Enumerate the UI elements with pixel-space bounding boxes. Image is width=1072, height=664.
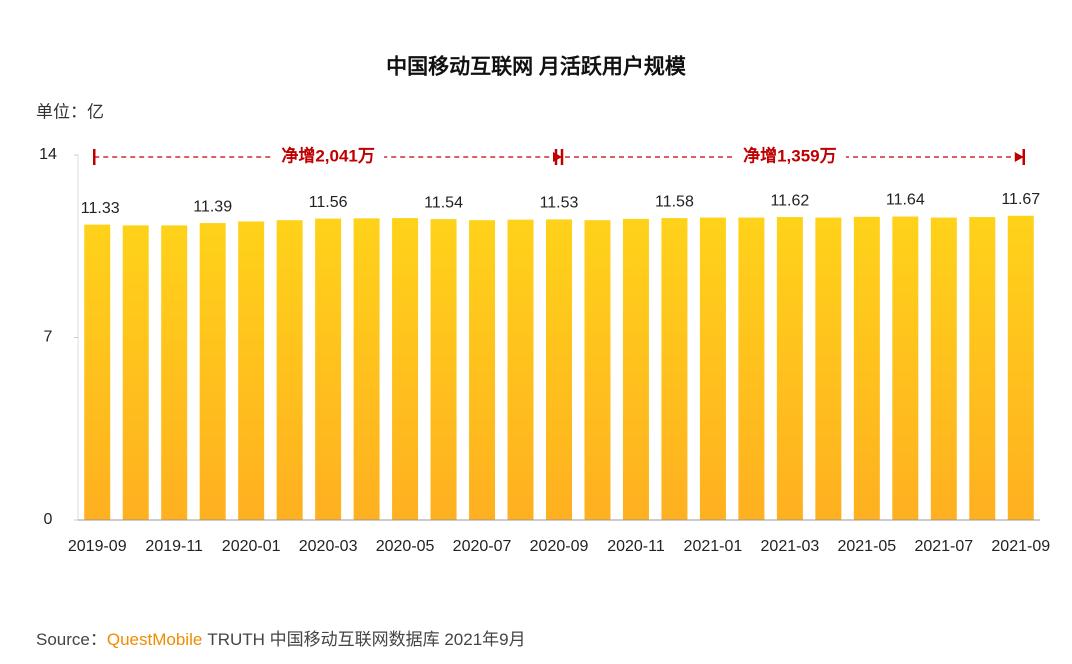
bar — [584, 220, 611, 520]
annotation-bg — [272, 145, 385, 169]
x-tick-label: 2021-01 — [684, 538, 743, 555]
x-tick-label: 2019-11 — [145, 538, 203, 555]
source-brand: QuestMobile — [107, 630, 202, 649]
unit-label: 单位：亿 — [36, 102, 104, 121]
annotation-text: 净增1,359万 — [743, 145, 837, 165]
annotation-bg — [733, 145, 846, 169]
x-tick-label: 2019-09 — [68, 538, 127, 555]
data-label: 11.58 — [655, 193, 694, 210]
data-label: 11.53 — [540, 195, 579, 212]
bar — [507, 219, 534, 520]
x-tick-label: 2021-03 — [761, 538, 820, 555]
bar — [815, 217, 842, 521]
annotation-arrow — [1014, 152, 1024, 162]
bar — [969, 217, 996, 521]
bar — [622, 218, 649, 520]
x-tick-label: 2021-07 — [914, 538, 973, 555]
bar — [469, 220, 496, 520]
bar — [930, 217, 957, 521]
y-tick-label: 7 — [44, 329, 53, 346]
bar — [892, 216, 919, 520]
x-tick-label: 2020-11 — [607, 538, 665, 555]
bar — [276, 220, 303, 520]
data-label: 11.62 — [770, 192, 809, 209]
x-tick-label: 2020-07 — [453, 538, 512, 555]
bar — [853, 216, 880, 520]
x-tick-label: 2021-05 — [837, 538, 896, 555]
source-prefix: Source： — [36, 630, 107, 649]
bar — [738, 217, 765, 521]
bar — [315, 218, 342, 520]
bar — [430, 219, 457, 520]
x-tick-label: 2020-09 — [530, 538, 589, 555]
x-tick-label: 2020-03 — [299, 538, 358, 555]
bar — [392, 218, 419, 521]
bar — [161, 225, 188, 520]
bar — [1007, 215, 1034, 520]
source: Source：QuestMobile TRUTH 中国移动互联网数据库 2021年… — [36, 630, 526, 649]
bar — [84, 224, 111, 520]
data-label: 11.56 — [309, 194, 348, 211]
x-tick-label: 2020-01 — [222, 538, 281, 555]
y-tick-label: 0 — [44, 511, 53, 528]
bar — [199, 223, 226, 520]
data-label: 11.33 — [81, 200, 120, 217]
annotation-text: 净增2,041万 — [281, 145, 375, 165]
bar — [661, 218, 688, 521]
bar — [776, 217, 803, 521]
bar — [122, 225, 149, 520]
data-label: 11.67 — [1001, 191, 1040, 208]
y-tick-label: 14 — [39, 146, 57, 163]
data-label: 11.64 — [886, 192, 925, 209]
data-label: 11.39 — [193, 198, 232, 215]
bar — [238, 221, 265, 520]
bar — [546, 219, 572, 520]
source-rest: TRUTH 中国移动互联网数据库 2021年9月 — [207, 630, 525, 649]
x-tick-label: 2021-09 — [991, 538, 1050, 555]
bar — [699, 217, 726, 521]
x-tick-label: 2020-05 — [376, 538, 435, 555]
bar — [353, 218, 380, 520]
chart-title: 中国移动互联网 月活跃用户规模 — [386, 55, 687, 79]
data-label: 11.54 — [424, 194, 463, 211]
